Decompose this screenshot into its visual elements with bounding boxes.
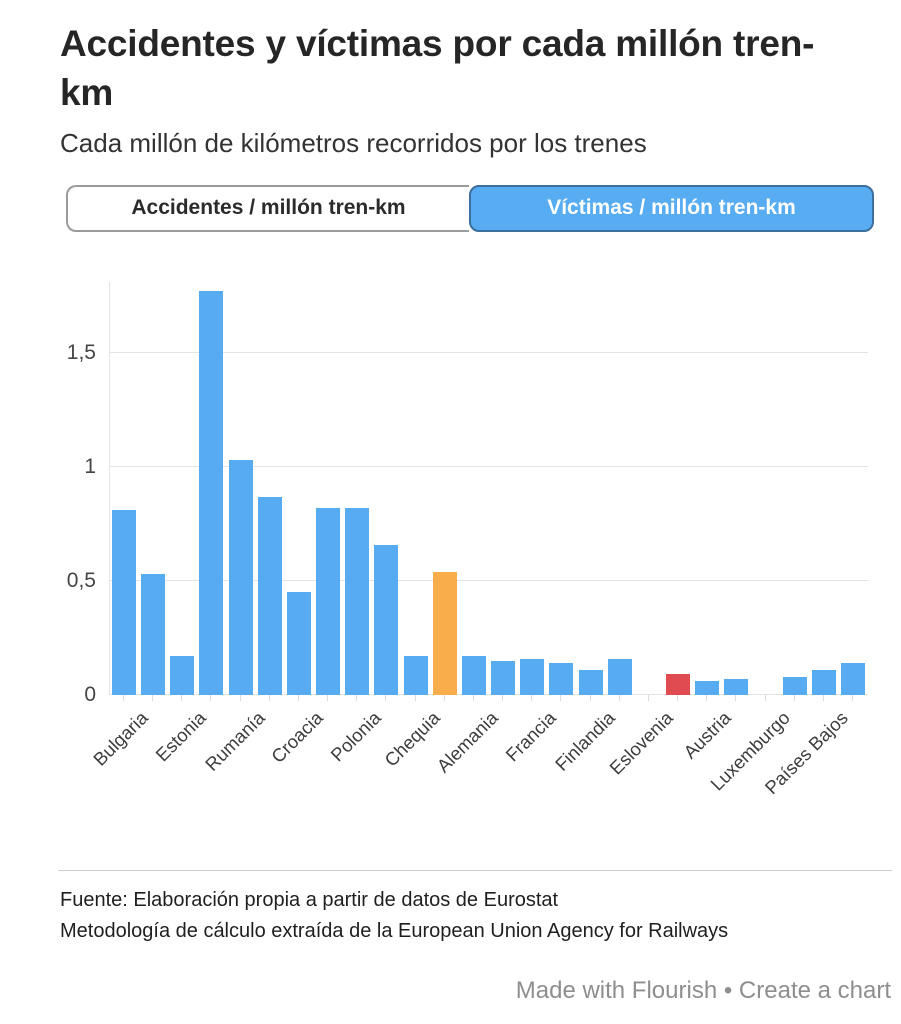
x-axis-tick: [210, 694, 212, 701]
bar-col-16[interactable]: [549, 662, 574, 695]
gridline: [110, 579, 868, 581]
bar-polonia[interactable]: [345, 507, 370, 695]
x-axis-tick: [560, 694, 562, 701]
x-axis-tick: [735, 694, 737, 701]
bar-col-24[interactable]: [782, 676, 807, 695]
plot-area: [109, 281, 868, 695]
tab-victimas-label: Víctimas / millón tren-km: [547, 196, 796, 220]
footer-divider: [58, 869, 892, 871]
bar-rumanía[interactable]: [228, 459, 253, 695]
x-axis-tick: [647, 694, 649, 701]
page-subtitle: Cada millón de kilómetros recorridos por…: [60, 127, 647, 158]
chart-header: Accidentes y víctimas por cada millón tr…: [60, 20, 841, 159]
x-axis-tick: [327, 694, 329, 701]
x-axis-tick: [764, 694, 766, 701]
gridline: [110, 465, 868, 467]
bar-países-bajos[interactable]: [811, 669, 836, 695]
y-axis-tick-label: 1: [84, 454, 96, 478]
x-axis-tick: [531, 694, 533, 701]
bar-alemania[interactable]: [461, 655, 486, 695]
x-axis-tick: [414, 694, 416, 701]
bar-col-2[interactable]: [141, 573, 166, 695]
x-axis-tick: [152, 694, 154, 701]
x-axis-tick: [123, 694, 124, 701]
bar-chequia[interactable]: [403, 655, 428, 695]
x-axis-tick: [852, 694, 853, 701]
x-axis-tick: [502, 694, 504, 701]
credit-separator: •: [723, 976, 733, 1004]
x-axis-tick: [268, 694, 270, 701]
x-axis-tick: [356, 694, 358, 701]
x-axis-label-alemania: Alemania: [432, 706, 502, 777]
x-axis-tick: [181, 694, 183, 701]
bar-col-18[interactable]: [607, 658, 632, 695]
tab-victimas[interactable]: Víctimas / millón tren-km: [469, 184, 874, 232]
bar-croacia[interactable]: [286, 591, 311, 695]
source-line-1: Fuente: Elaboración propia a partir de d…: [60, 888, 559, 911]
bar-col-22[interactable]: [724, 678, 749, 695]
made-with-flourish-link[interactable]: Made with Flourish: [515, 976, 718, 1004]
x-axis-tick: [385, 694, 387, 701]
x-axis-tick: [589, 694, 591, 701]
bar-chart: 0 0,5 1 1,5 Bulgaria Estonia Rumanía Croacia Pol…: [0, 254, 901, 834]
x-axis-label-polonia: Polonia: [326, 706, 386, 766]
bar-estonia[interactable]: [170, 655, 195, 695]
gridline: [110, 693, 868, 695]
x-axis-tick: [443, 694, 445, 701]
x-axis-label-austria: Austria: [679, 706, 736, 763]
bar-col-14[interactable]: [491, 660, 516, 695]
x-axis-label-francia: Francia: [501, 706, 561, 766]
bar-francia[interactable]: [520, 658, 545, 695]
source-note: Fuente: Elaboración propia a partir de d…: [60, 885, 841, 947]
bar-austria[interactable]: [695, 680, 720, 695]
x-axis-tick: [618, 694, 620, 701]
x-axis-label-estonia: Estonia: [151, 706, 211, 766]
y-axis-tick-label: 0: [84, 682, 96, 706]
bar-col-20[interactable]: [666, 673, 691, 695]
x-axis-tick: [297, 694, 299, 701]
x-axis-label-rumanía: Rumanía: [200, 706, 269, 775]
tab-accidentes-label: Accidentes / millón tren-km: [131, 196, 406, 220]
bar-col-4[interactable]: [199, 290, 224, 695]
y-axis-tick-label: 1,5: [66, 340, 96, 364]
flourish-credit: Made with Flourish • Create a chart: [0, 977, 891, 1005]
y-axis-tick-label: 0,5: [66, 568, 96, 592]
source-line-2: Metodología de cálculo extraída de la Eu…: [60, 919, 729, 942]
x-axis-tick: [677, 694, 679, 701]
x-axis-tick: [793, 694, 795, 701]
x-axis-tick: [239, 694, 241, 701]
bar-bulgaria[interactable]: [112, 509, 136, 695]
bar-col-12[interactable]: [432, 571, 457, 695]
bar-col-8[interactable]: [316, 507, 341, 695]
create-a-chart-link[interactable]: Create a chart: [738, 976, 891, 1004]
metric-tab-switcher: Accidentes / millón tren-km Víctimas / m…: [66, 184, 874, 232]
page-title: Accidentes y víctimas por cada millón tr…: [60, 23, 815, 113]
gridline: [110, 351, 868, 353]
bar-col-10[interactable]: [374, 544, 399, 695]
x-axis-tick: [706, 694, 708, 701]
x-axis-tick: [822, 694, 824, 701]
tab-accidentes[interactable]: Accidentes / millón tren-km: [66, 184, 469, 232]
x-axis-label-eslovenia: Eslovenia: [605, 706, 677, 779]
bar-col-26[interactable]: [841, 662, 865, 695]
x-axis-label-bulgaria: Bulgaria: [88, 706, 152, 770]
x-axis-label-croacia: Croacia: [266, 706, 327, 767]
x-axis-tick: [472, 694, 474, 701]
bar-finlandia[interactable]: [578, 669, 603, 695]
bar-col-6[interactable]: [257, 496, 282, 695]
